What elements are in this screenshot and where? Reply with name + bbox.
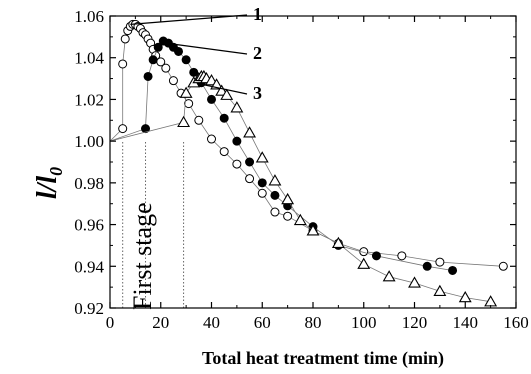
series-3-point (382, 270, 396, 282)
series-1-leader-line (130, 14, 248, 25)
series-3-point (220, 88, 234, 100)
y-axis-title: l/l0 (32, 167, 66, 199)
series-1-point (161, 63, 171, 73)
series-2-point (174, 46, 184, 56)
y-tick-label: 0.98 (74, 174, 104, 193)
series-2-point (141, 124, 151, 134)
series-1-point (118, 59, 128, 69)
y-tick-label: 1.06 (74, 7, 104, 26)
y-axis-title-subscript: 0 (46, 167, 66, 176)
x-tick-label: 20 (152, 313, 169, 332)
series-3-point (268, 174, 282, 186)
series-1-label: 1 (253, 4, 262, 24)
series-2-point (181, 55, 191, 65)
series-3-label: 3 (253, 83, 262, 103)
series-3-point (306, 224, 320, 236)
series-3-point (293, 213, 307, 226)
data-layer (109, 19, 508, 308)
series-2-point (189, 67, 199, 77)
y-tick-label: 0.96 (74, 216, 104, 235)
series-2-leader-line (165, 42, 248, 55)
series-2-point (422, 261, 432, 271)
x-tick-label: 40 (203, 313, 220, 332)
x-tick-label: 60 (254, 313, 271, 332)
series-1-point (435, 257, 445, 267)
x-tick-label: 0 (106, 313, 115, 332)
series-1-point (118, 124, 128, 134)
series-2-point (219, 113, 229, 123)
y-tick-label: 1.04 (74, 49, 104, 68)
y-tick-label: 0.94 (74, 257, 104, 276)
series-3-point (177, 115, 191, 128)
first-stage-label: First stage (128, 202, 157, 310)
series-1-point (270, 207, 280, 217)
series-3-point (357, 257, 371, 269)
axes-layer: 0 20 40 60 80 100 120 140 160 0.92 0.94 0.96 0.98 1.0… (74, 7, 529, 332)
series-3-point (408, 276, 421, 288)
y-tick-label: 0.92 (74, 299, 104, 318)
series-3-leader-line (203, 84, 248, 95)
series-3-point (331, 236, 345, 249)
series-2-point (270, 190, 280, 200)
series-1-point (283, 211, 293, 221)
series-2-line (109, 40, 453, 271)
series-2-point (153, 42, 163, 52)
plot-frame (109, 15, 517, 309)
series-1-point (257, 188, 267, 198)
series-3-point (179, 86, 193, 98)
series-3-point (243, 126, 257, 138)
x-tick-label: 160 (503, 313, 529, 332)
series-2-point (371, 251, 381, 261)
x-tick-label: 80 (305, 313, 322, 332)
series-1-point (184, 99, 194, 109)
series-2-label: 2 (253, 43, 262, 63)
series-1-point (207, 134, 216, 144)
y-tick-label: 1.00 (74, 132, 104, 151)
series-3-point (458, 290, 472, 303)
series-1-point (245, 174, 255, 184)
series-2-point (448, 265, 458, 275)
x-axis-title: Total heat treatment time (min) (202, 348, 444, 369)
series-1-point (219, 147, 229, 157)
x-tick-label: 120 (402, 313, 428, 332)
series-2-point (143, 71, 153, 81)
series-2-point (148, 55, 158, 65)
series-2-point (245, 157, 255, 167)
x-tick-label: 100 (351, 313, 377, 332)
series-1-point (232, 159, 242, 169)
series-1-point (168, 76, 178, 86)
series-2-point (257, 178, 267, 188)
series-1-line (109, 23, 504, 267)
series-3-point (230, 101, 244, 113)
series-1-point (498, 261, 508, 271)
x-tick-label: 140 (453, 313, 479, 332)
series-2-point (207, 94, 216, 104)
annotation-layer: 1 2 3 (130, 4, 262, 103)
series-3-line (109, 76, 491, 303)
series-1-point (194, 115, 204, 125)
series-2-point (232, 136, 242, 146)
series-3-point (433, 284, 447, 296)
series-1-point (120, 34, 130, 44)
series-3-point (255, 151, 269, 163)
y-tick-label: 1.02 (74, 90, 104, 109)
y-axis-title-main: l/l (32, 176, 63, 200)
series-3-point (281, 192, 295, 205)
series-1-point (397, 251, 407, 261)
